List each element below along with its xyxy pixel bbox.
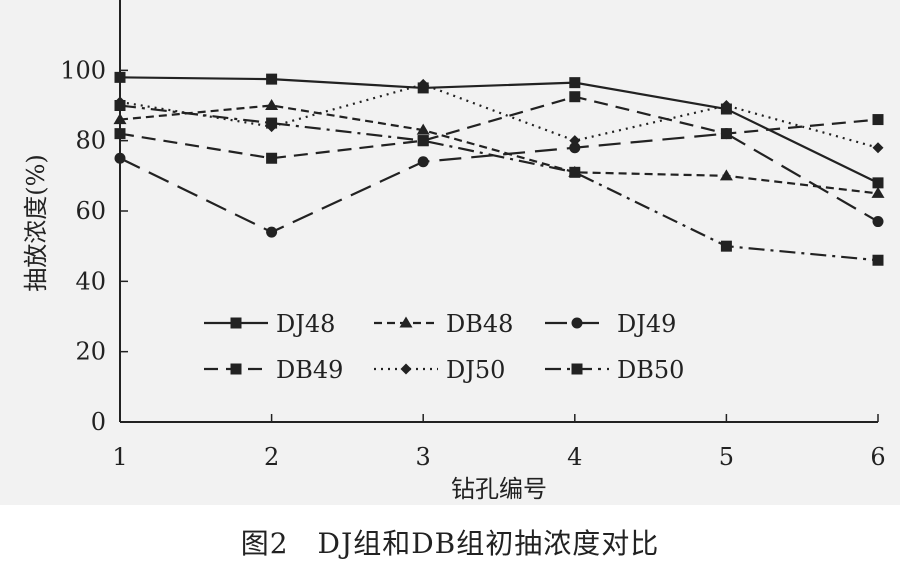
y-tick-label: 80	[75, 127, 106, 155]
legend-item-DB49: DB49	[204, 356, 343, 384]
data-point	[417, 78, 429, 90]
legend-background	[196, 300, 696, 392]
data-point	[266, 226, 278, 238]
series-line	[119, 95, 879, 160]
data-point	[266, 73, 278, 85]
x-axis-title: 钻孔编号	[451, 475, 547, 503]
y-tick-label: 40	[75, 267, 106, 295]
data-point	[113, 113, 127, 125]
legend-label: DB49	[276, 356, 343, 384]
x-tick-label: 6	[870, 443, 885, 471]
y-axis-title: 抽放浓度(%)	[22, 154, 50, 292]
legend-item-DJ49: DJ49	[545, 310, 676, 338]
x-tick-label: 3	[416, 443, 431, 471]
data-point	[720, 100, 732, 111]
legend-marker	[571, 363, 583, 375]
series-line	[119, 76, 879, 184]
legend-marker	[400, 363, 412, 375]
series-line	[119, 83, 879, 149]
x-tick-label: 4	[567, 443, 582, 471]
data-point	[719, 169, 733, 181]
x-tick-label: 1	[112, 443, 127, 471]
legend-label: DB48	[446, 310, 513, 338]
legend-label: DJ50	[446, 356, 505, 384]
data-point	[872, 114, 884, 126]
data-point	[569, 135, 581, 147]
series-DJ49	[114, 128, 884, 238]
series-DJ50	[114, 78, 884, 154]
data-point	[871, 186, 885, 198]
data-point	[720, 240, 732, 252]
legend-marker	[230, 317, 242, 329]
data-point	[569, 91, 581, 103]
series-line	[119, 104, 879, 195]
legend-item-DB50: DB50	[545, 356, 684, 384]
series-DB50	[114, 100, 884, 266]
y-tick-label: 0	[91, 408, 106, 436]
series-line	[119, 132, 879, 234]
y-tick-label: 20	[75, 338, 106, 366]
data-point	[265, 99, 279, 110]
x-tick-label: 5	[719, 443, 734, 471]
data-point	[720, 128, 732, 140]
data-point	[417, 135, 429, 147]
data-point	[114, 152, 126, 164]
legend: DJ48 DB48 DJ49 DB49 DJ50 DB50	[196, 300, 696, 392]
legend-label: DJ48	[276, 310, 335, 338]
data-point	[114, 71, 126, 83]
data-point	[114, 128, 126, 140]
figure-caption: 图2 DJ组和DB组初抽浓度对比	[240, 527, 660, 560]
legend-item-DJ48: DJ48	[204, 310, 335, 338]
legend-label: DB50	[617, 356, 684, 384]
series-line	[119, 104, 879, 262]
y-tick-label: 100	[60, 56, 106, 84]
series-DB49	[114, 91, 884, 164]
data-point	[872, 216, 884, 228]
data-point	[569, 77, 581, 89]
data-point	[114, 100, 126, 111]
legend-marker	[399, 316, 413, 328]
legend-marker	[571, 317, 583, 329]
data-point	[266, 117, 278, 129]
data-point	[872, 142, 884, 154]
data-point	[569, 166, 581, 178]
data-point	[416, 123, 430, 135]
data-point	[266, 152, 278, 164]
legend-item-DJ50: DJ50	[374, 356, 505, 384]
y-tick-label: 60	[75, 197, 106, 225]
legend-item-DB48: DB48	[374, 310, 513, 338]
x-tick-label: 2	[264, 443, 279, 471]
data-point	[872, 177, 884, 189]
plot-panel	[0, 0, 900, 505]
legend-label: DJ49	[617, 310, 676, 338]
legend-marker	[230, 363, 242, 375]
data-point	[569, 142, 581, 154]
data-point	[417, 156, 429, 168]
series-DB48	[113, 99, 885, 198]
data-point	[872, 254, 884, 266]
